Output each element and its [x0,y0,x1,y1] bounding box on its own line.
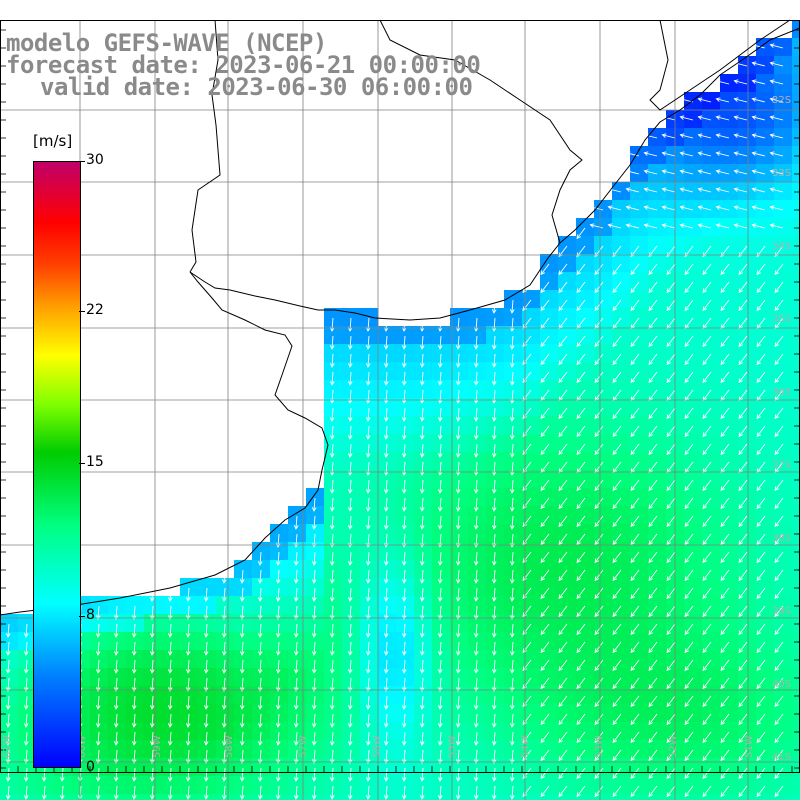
lat-label: 41S [772,752,791,763]
colorbar-gradient [33,161,81,768]
colorbar-tick-15: 15 [86,454,104,470]
lon-label: 60W [77,735,88,758]
lon-label: 58W [224,735,235,758]
wind-speed-field [0,20,800,800]
lon-label: 53W [594,735,605,758]
colorbar-tick-22: 22 [86,302,104,318]
lon-label: 61W [2,735,13,758]
colorbar-mark [79,311,85,312]
lat-label: 39S [772,606,791,617]
lat-label: 32S [772,95,791,106]
lon-label: 54W [520,735,531,758]
colorbar-mark [79,616,85,617]
colorbar: [m/s] 30 22 15 8 0 [0,128,110,778]
colorbar-tick-30: 30 [86,152,104,168]
lon-label: 52W [668,735,679,758]
lat-label: 37S [772,460,791,471]
forecast-date: forecast date: 2023-06-21 00:00:00 [6,51,481,79]
coastline [0,19,800,616]
lat-label: 33S [772,168,791,179]
colorbar-tick-8: 8 [86,607,95,623]
lon-label: 55W [447,735,458,758]
lon-label: 59W [152,735,163,758]
model-title: modelo GEFS-WAVE (NCEP) [6,29,327,57]
lat-label: 40S [772,679,791,690]
grid-labels: 32S 33S 34S 35S 36S 37S 38S 39S 40S 41S 61W 60W 59W 5… [2,95,791,763]
lon-label: 56W [372,735,383,758]
lon-label: 51W [744,735,755,758]
colorbar-tick-0: 0 [86,759,95,775]
colorbar-unit: [m/s] [33,132,73,150]
lat-label: 34S [772,241,791,252]
colorbar-mark [79,463,85,464]
lat-label: 35S [772,314,791,325]
colorbar-mark [79,161,85,162]
lat-lon-grid [0,20,800,800]
valid-date: valid date: 2023-06-30 06:00:00 [40,73,473,101]
lat-label: 36S [772,387,791,398]
lat-label: 38S [772,533,791,544]
lon-label: 57W [298,735,309,758]
